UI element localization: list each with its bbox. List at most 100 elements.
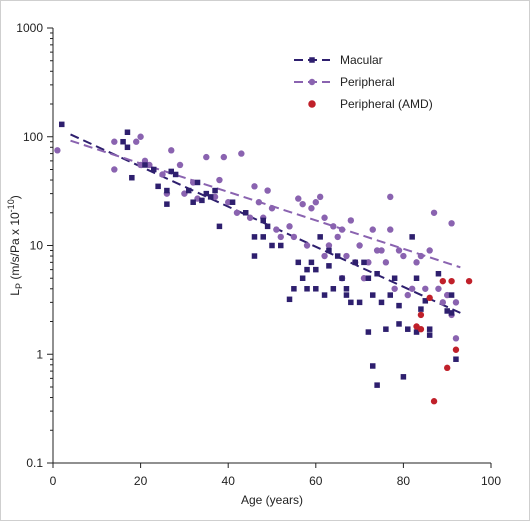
macular-point [124, 144, 131, 151]
macular-point [453, 356, 459, 362]
peripheral-point [448, 220, 455, 227]
macular-point [207, 194, 214, 200]
legend-marker [308, 100, 316, 108]
peripheral-point [137, 161, 144, 169]
macular-point [229, 199, 236, 205]
peripheral-point [360, 275, 368, 282]
peripheral-point [308, 205, 315, 212]
macular-point [308, 259, 315, 266]
macular-point [260, 217, 266, 224]
macular-point [295, 259, 302, 266]
peripheral-point [203, 153, 210, 161]
macular-point [374, 270, 380, 277]
macular-point [190, 199, 196, 205]
macular-point [313, 286, 319, 292]
peripheral-point [290, 233, 298, 241]
peripheral-point [312, 199, 319, 206]
peripheral-point [369, 226, 376, 233]
peripheral-point [391, 285, 398, 292]
macular-point [321, 292, 328, 298]
peripheral-point [111, 166, 118, 173]
peripheral-point [321, 214, 328, 221]
macular-point [264, 223, 271, 230]
peripheral-point [400, 252, 407, 260]
legend: Macular Peripheral Peripheral (AMD) [294, 53, 433, 111]
macular-point [448, 310, 455, 316]
peripheral-point [325, 242, 333, 249]
peripheral-point [246, 214, 254, 221]
peripheral-point [286, 223, 293, 230]
legend-marker [308, 78, 316, 86]
macular-point [361, 259, 367, 266]
macular-point [343, 292, 350, 298]
macular-point [422, 298, 429, 304]
macular-point [369, 363, 376, 369]
macular-point [374, 382, 380, 388]
macular-point [172, 171, 179, 178]
peripheral-point [426, 247, 433, 254]
y-tick-label: 1000 [16, 21, 43, 35]
macular-point [378, 299, 385, 306]
peripheral-point [404, 291, 411, 299]
trendline [70, 139, 461, 269]
peripheral-point [168, 147, 175, 154]
macular-point [405, 326, 411, 332]
macular-point [299, 275, 306, 281]
legend-label: Macular [340, 53, 383, 67]
peripheral-amd-point [444, 364, 451, 372]
peripheral-point [255, 199, 263, 206]
macular-point [168, 168, 175, 175]
peripheral-point [264, 187, 271, 194]
macular-point [369, 292, 376, 298]
macular-point [444, 308, 450, 314]
peripheral-point [334, 233, 341, 241]
peripheral-amd-point [452, 346, 460, 353]
peripheral-point [422, 285, 429, 292]
macular-point [365, 329, 372, 335]
macular-point [199, 197, 205, 204]
x-tick-label: 40 [222, 474, 236, 488]
peripheral-point [430, 209, 438, 216]
legend-marker [309, 57, 315, 63]
peripheral-point [347, 217, 355, 224]
macular-point [216, 223, 223, 230]
y-tick-label: 100 [23, 130, 43, 144]
peripheral-point [54, 147, 61, 154]
macular-point [448, 292, 455, 298]
macular-point [313, 266, 319, 273]
peripheral-point [181, 190, 188, 197]
macular-point [304, 266, 310, 273]
peripheral-amd-point [426, 294, 433, 302]
legend-label: Peripheral (AMD) [340, 97, 433, 111]
peripheral-point [316, 193, 324, 201]
peripheral-point [387, 226, 394, 233]
macular-point [409, 234, 415, 240]
macular-point [142, 162, 148, 168]
macular-point [317, 234, 323, 240]
peripheral-point [233, 209, 241, 216]
y-tick-label: 1 [36, 347, 43, 361]
peripheral-amd-point [417, 325, 425, 333]
x-tick-label: 0 [50, 474, 57, 488]
macular-point [124, 129, 131, 135]
peripheral-point [159, 171, 166, 178]
peripheral-point [189, 179, 197, 186]
macular-point [304, 286, 310, 292]
peripheral-point [356, 242, 363, 249]
peripheral-point [251, 183, 258, 190]
macular-point [426, 332, 433, 338]
x-tick-label: 80 [397, 474, 411, 488]
macular-point [59, 121, 65, 128]
macular-point [391, 275, 398, 281]
peripheral-point [435, 285, 442, 292]
macular-point [326, 263, 332, 269]
y-tick-label: 10 [30, 239, 44, 253]
macular-point [186, 187, 192, 194]
peripheral-point [395, 247, 403, 254]
peripheral-point [277, 233, 284, 241]
macular-point [164, 201, 170, 207]
peripheral-point [216, 176, 223, 184]
legend-label: Peripheral [340, 75, 395, 89]
macular-point [339, 275, 345, 281]
